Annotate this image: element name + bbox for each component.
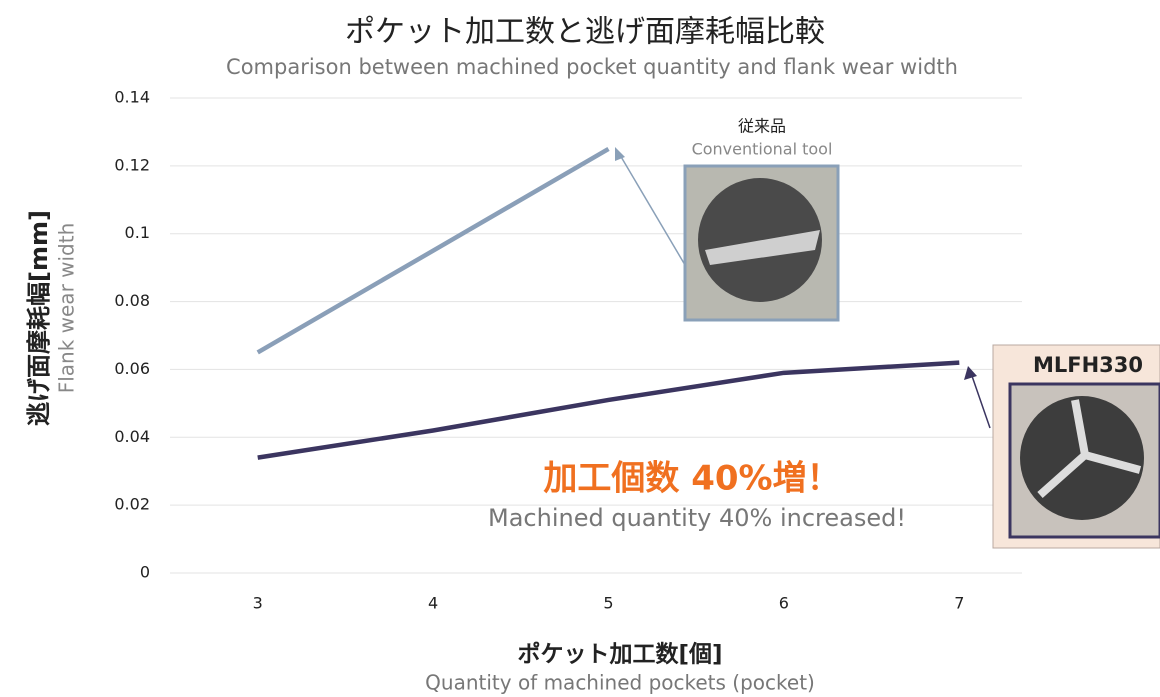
y-tick-label: 0.12 <box>114 155 150 174</box>
chart-subtitle: Comparison between machined pocket quant… <box>226 55 958 79</box>
callout-arrow <box>972 376 990 428</box>
callout-arrow <box>620 155 685 265</box>
x-axis-label-en: Quantity of machined pockets (pocket) <box>425 671 815 695</box>
callout-label: 従来品 <box>738 117 786 136</box>
y-tick-label: 0.1 <box>125 223 150 242</box>
y-tick-label: 0.02 <box>114 495 150 514</box>
y-tick-label: 0 <box>140 563 150 582</box>
annotation: Machined quantity 40% increased! <box>488 504 906 532</box>
callout-arrowhead <box>615 147 625 161</box>
callout-label: MLFH330 <box>1033 353 1143 377</box>
x-tick-label: 6 <box>779 594 789 613</box>
y-axis-label-en: Flank wear width <box>55 223 79 394</box>
x-tick-label: 3 <box>253 594 263 613</box>
series-line <box>258 363 960 458</box>
y-tick-label: 0.08 <box>114 291 150 310</box>
y-axis-label: 逃げ面摩耗幅[mm] <box>25 210 53 426</box>
x-axis-label: ポケット加工数[個] <box>517 641 722 668</box>
series-line <box>258 149 609 353</box>
chart-title: ポケット加工数と逃げ面摩耗幅比較 <box>345 15 825 50</box>
annotation: 加工個数 40%増！ <box>543 459 840 499</box>
y-tick-label: 0.06 <box>114 359 150 378</box>
y-tick-label: 0.04 <box>114 427 150 446</box>
callout-arrowhead <box>964 366 977 380</box>
y-tick-label: 0.14 <box>114 88 150 107</box>
chart: ポケット加工数と逃げ面摩耗幅比較 Comparison between mach… <box>0 0 1160 697</box>
x-tick-label: 5 <box>603 594 613 613</box>
x-tick-label: 7 <box>954 594 964 613</box>
x-tick-label: 4 <box>428 594 438 613</box>
callout-label-en: Conventional tool <box>692 140 833 159</box>
